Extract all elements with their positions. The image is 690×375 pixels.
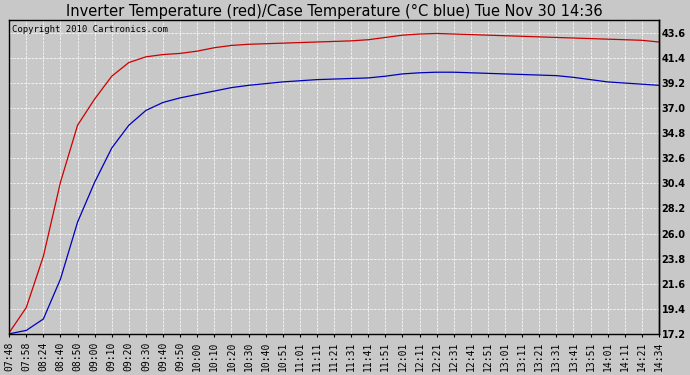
Text: Copyright 2010 Cartronics.com: Copyright 2010 Cartronics.com [12, 25, 168, 34]
Title: Inverter Temperature (red)/Case Temperature (°C blue) Tue Nov 30 14:36: Inverter Temperature (red)/Case Temperat… [66, 4, 602, 19]
